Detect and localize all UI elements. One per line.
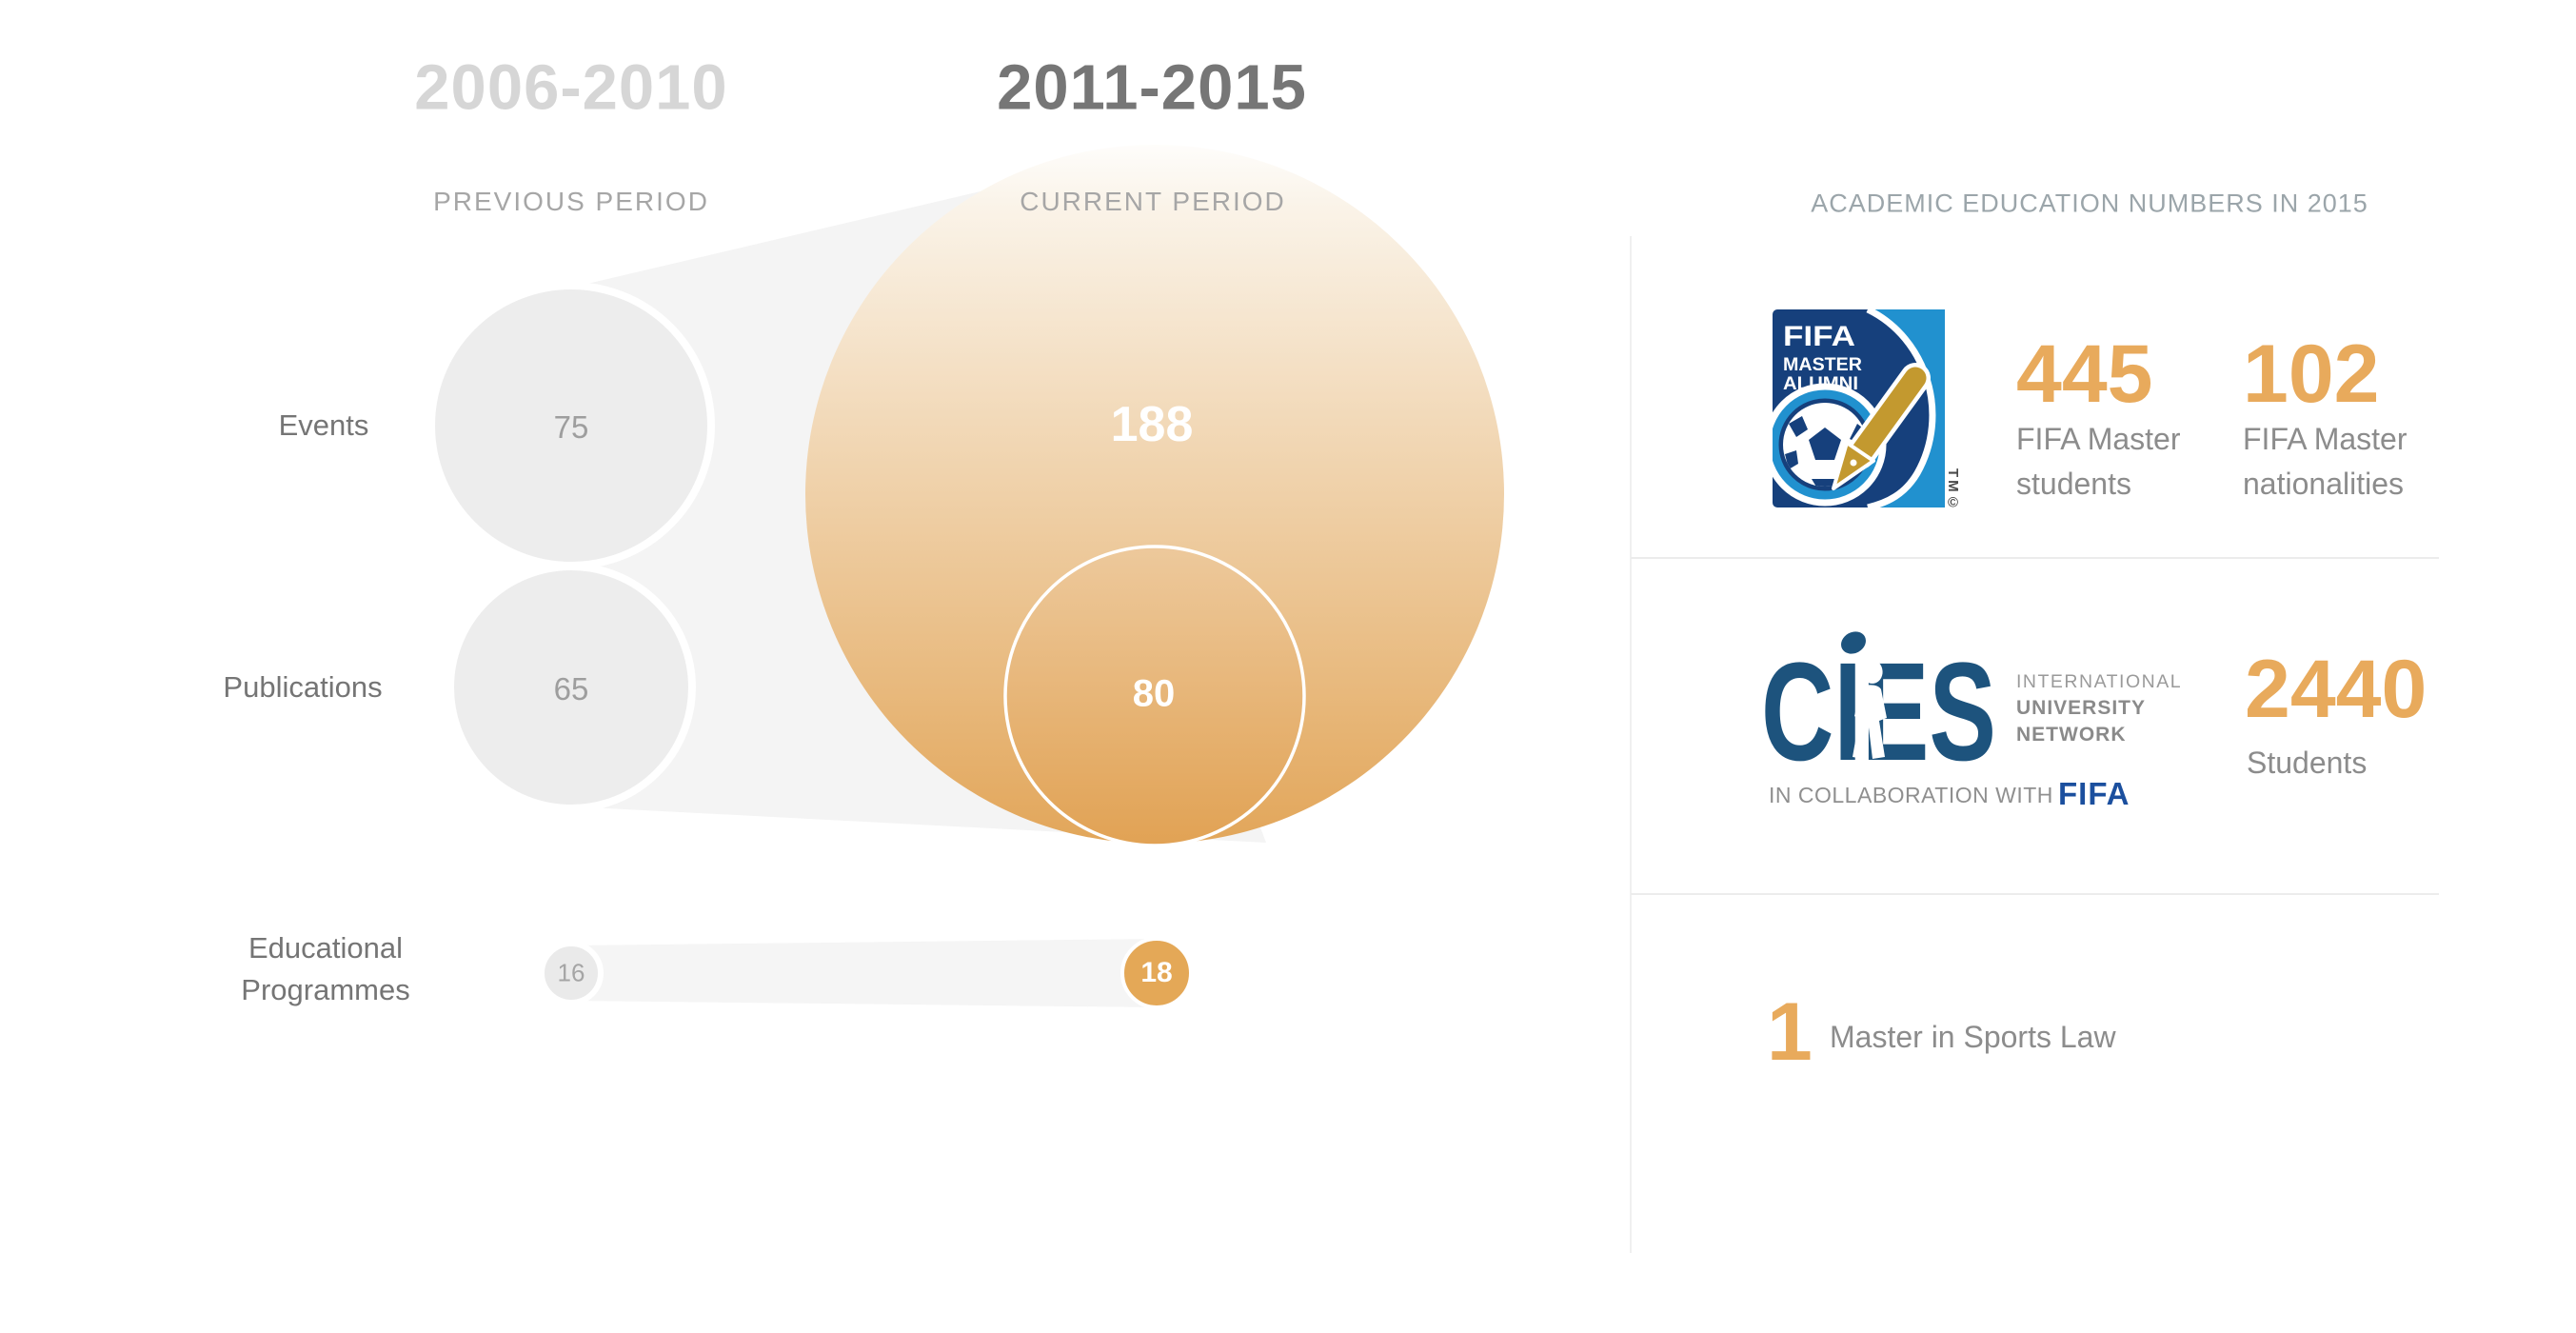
current-period-subtitle: CURRENT PERIOD xyxy=(1020,187,1286,216)
bubble-events-current xyxy=(805,145,1504,844)
row-label-line1: Educational xyxy=(248,931,403,965)
panel-divider-1 xyxy=(1631,557,2439,559)
cies-tagline-university: UNIVERSITY xyxy=(2016,697,2146,719)
bubble-educational-previous xyxy=(539,941,604,1005)
panel-vertical-divider xyxy=(1630,236,1632,1253)
logo-text-master: MASTER xyxy=(1783,355,1862,375)
logo-white-swoosh xyxy=(1866,309,1936,507)
stat-label-line2: nationalities xyxy=(2243,467,2404,501)
panel-header: ACADEMIC EDUCATION NUMBERS IN 2015 xyxy=(1811,189,2368,218)
cies-tagline-international: INTERNATIONAL xyxy=(2016,671,2182,692)
stat-label-line2: students xyxy=(2016,467,2131,501)
value-events-previous: 75 xyxy=(553,409,589,445)
cies-collaboration-text: IN COLLABORATION WITH xyxy=(1769,783,2053,807)
beam-educational xyxy=(571,939,1157,1007)
stat-fifa-master-students-label: FIFA Master students xyxy=(2016,417,2180,507)
value-publications-previous: 65 xyxy=(553,671,589,706)
cies-i-dot xyxy=(1841,631,1866,654)
stat-sports-law-label: Master in Sports Law xyxy=(1830,1020,2116,1054)
panel-divider-2 xyxy=(1631,893,2439,895)
value-educational-previous: 16 xyxy=(557,958,585,987)
cies-logo: CIES INTERNATIONAL UNIVERSITY NETWORK IN… xyxy=(1761,631,2182,811)
logo-text-alumni: ALUMNI xyxy=(1783,374,1858,394)
person-silhouette-icon xyxy=(1853,659,1887,759)
stat-label-line1: FIFA Master xyxy=(2016,422,2181,456)
logo-trademark-label: TM© xyxy=(1945,468,1961,514)
cies-tagline-network: NETWORK xyxy=(2016,724,2127,746)
bubble-educational-current xyxy=(1120,937,1193,1009)
logo-text-fifa: FIFA xyxy=(1783,321,1855,352)
previous-period-title: 2006-2010 xyxy=(414,51,728,124)
row-label-educational-programmes: Educational Programmes xyxy=(241,927,409,1011)
stat-fifa-master-nationalities-label: FIFA Master nationalities xyxy=(2243,417,2407,507)
stat-sports-law-value: 1 xyxy=(1767,986,1813,1078)
stat-cies-students-value: 2440 xyxy=(2245,644,2427,735)
stat-fifa-master-nationalities-value: 102 xyxy=(2243,328,2380,420)
current-period-title: 2011-2015 xyxy=(997,51,1307,124)
stat-fifa-master-students-value: 445 xyxy=(2016,328,2153,420)
row-label-events: Events xyxy=(278,408,369,442)
stat-label-line1: FIFA Master xyxy=(2243,422,2408,456)
value-publications-current: 80 xyxy=(1132,672,1176,715)
fifa-master-alumni-logo: FIFA MASTER ALUMNI xyxy=(1773,309,1945,507)
value-events-current: 188 xyxy=(1110,397,1194,452)
pen-icon xyxy=(1832,363,1931,490)
bubble-publications-previous xyxy=(446,563,696,812)
row-label-publications: Publications xyxy=(223,670,383,704)
value-educational-current: 18 xyxy=(1140,957,1173,988)
bubble-publications-current xyxy=(1003,545,1306,847)
stat-cies-students-label: Students xyxy=(2247,746,2368,780)
row-label-line2: Programmes xyxy=(241,973,410,1006)
fifa-wordmark: FIFA xyxy=(2058,776,2130,811)
previous-period-subtitle: PREVIOUS PERIOD xyxy=(433,187,709,216)
